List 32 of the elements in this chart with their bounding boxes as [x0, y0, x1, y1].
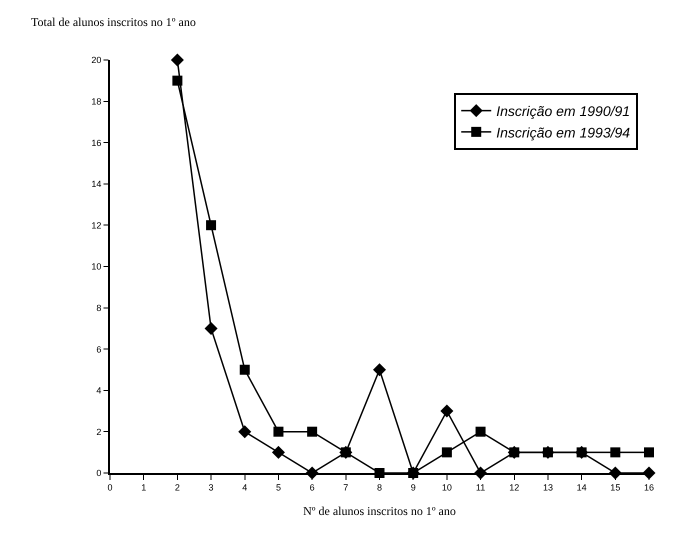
y-tick-label: 8 [96, 302, 102, 313]
x-tick-label: 2 [174, 482, 180, 493]
y-tick-label: 10 [91, 262, 102, 272]
y-tick-label: 16 [91, 138, 102, 148]
y-axis-title: Total de alunos inscritos no 1º ano [31, 15, 196, 29]
x-tick-label: 4 [242, 482, 248, 493]
legend-label: Inscrição em 1993/94 [496, 124, 630, 140]
x-tick-label: 6 [310, 482, 315, 493]
x-tick-label: 10 [442, 482, 452, 493]
x-tick-label: 14 [576, 482, 587, 493]
y-tick-label: 0 [96, 468, 102, 478]
legend-label: Inscrição em 1990/91 [496, 103, 630, 120]
x-tick-label: 12 [509, 482, 520, 493]
y-tick-label: 2 [96, 426, 102, 437]
y-tick-label: 18 [91, 96, 102, 106]
x-tick-label: 1 [141, 482, 146, 493]
x-axis-title: Nº de alunos inscritos no 1º ano [303, 504, 456, 518]
y-tick-label: 12 [91, 220, 102, 230]
x-tick-label: 16 [644, 482, 654, 493]
y-tick-label: 20 [91, 55, 102, 66]
y-tick-label: 6 [96, 344, 102, 354]
x-tick-label: 15 [610, 482, 620, 493]
x-tick-label: 8 [376, 482, 382, 493]
x-tick-label: 0 [107, 482, 113, 493]
x-tick-label: 3 [208, 482, 214, 493]
y-tick-label: 4 [96, 386, 102, 396]
x-tick-label: 13 [542, 482, 553, 493]
x-tick-label: 9 [410, 482, 416, 493]
x-tick-label: 5 [276, 482, 281, 493]
x-tick-label: 7 [343, 482, 348, 493]
x-tick-label: 11 [476, 482, 486, 493]
y-tick-label: 14 [91, 179, 102, 190]
